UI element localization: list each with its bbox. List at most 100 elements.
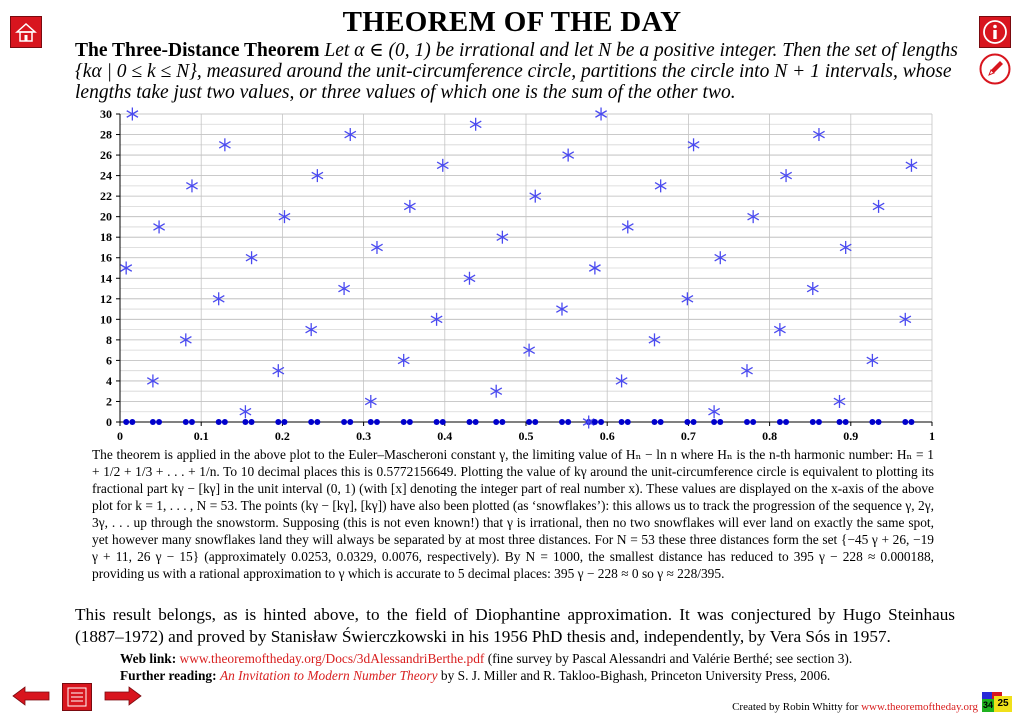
snowflake-point — [153, 220, 166, 234]
x-axis-dot — [406, 419, 413, 425]
x-tick-label: 0.2 — [275, 429, 290, 443]
x-axis-dot — [783, 419, 790, 425]
snowflake-point — [654, 179, 667, 193]
y-tick-label: 4 — [106, 374, 112, 388]
snowflake-point — [364, 394, 377, 408]
x-axis-dot — [472, 419, 479, 425]
snowflake-point — [595, 107, 608, 121]
x-axis-dot — [902, 419, 909, 425]
snowflake-point — [523, 343, 536, 357]
snowflake-point — [833, 394, 846, 408]
x-axis-dot — [532, 419, 539, 425]
snowflake-point — [899, 312, 912, 326]
y-tick-label: 18 — [100, 230, 112, 244]
next-button[interactable] — [104, 686, 142, 706]
x-axis-dot — [836, 419, 843, 425]
y-tick-label: 20 — [100, 210, 112, 224]
snowflake-point — [648, 333, 661, 347]
further-reading-title[interactable]: An Invitation to Modern Number Theory — [219, 668, 438, 683]
snowflake-point — [436, 158, 449, 172]
x-tick-label: 0.6 — [600, 429, 615, 443]
snowflake-point — [813, 128, 825, 142]
x-axis-dot — [129, 419, 136, 425]
y-tick-label: 22 — [100, 189, 112, 203]
x-tick-label: 0.9 — [843, 429, 858, 443]
snowflake-point — [582, 415, 595, 429]
snowflake-point — [344, 128, 357, 142]
edit-button[interactable] — [979, 53, 1011, 85]
footer-credit: Created by Robin Whitty for www.theoremo… — [732, 701, 978, 713]
info-icon — [983, 20, 1007, 44]
snowflake-point — [186, 179, 198, 193]
snowflake-point — [615, 374, 628, 388]
snowflake-point — [621, 220, 634, 234]
snowflake-point — [311, 169, 324, 183]
footer-url[interactable]: www.theoremoftheday.org — [861, 701, 978, 713]
pencil-icon — [979, 53, 1011, 85]
x-axis-dot — [341, 419, 348, 425]
snowflake-point — [773, 323, 786, 337]
x-tick-label: 0.5 — [519, 429, 534, 443]
x-axis-dot — [314, 419, 321, 425]
snowflake-point — [218, 138, 231, 152]
x-axis-dot — [156, 419, 163, 425]
y-tick-label: 14 — [100, 271, 112, 285]
snowflake-point — [120, 261, 133, 275]
x-axis-dot — [618, 419, 625, 425]
y-tick-label: 8 — [106, 333, 112, 347]
snowflake-point — [839, 240, 852, 254]
page-title: THEOREM OF THE DAY — [342, 6, 682, 38]
list-button[interactable] — [62, 683, 92, 711]
snowflake-point — [179, 333, 192, 347]
snowflake-point — [338, 282, 351, 296]
figure-caption: The theorem is applied in the above plot… — [92, 447, 934, 581]
snowflake-point — [562, 148, 575, 162]
closing-paragraph: This result belongs, as is hinted above,… — [75, 605, 955, 646]
further-reading-line: Further reading: An Invitation to Modern… — [120, 667, 830, 684]
snowflake-point — [272, 364, 285, 378]
snowflake-point — [687, 138, 700, 152]
info-button[interactable] — [979, 16, 1011, 48]
snowflake-point — [305, 323, 318, 337]
x-axis-dot — [221, 419, 228, 425]
x-axis-dot — [499, 419, 506, 425]
y-tick-label: 0 — [106, 415, 112, 429]
snowflake-point — [905, 158, 918, 172]
home-button[interactable] — [10, 16, 42, 48]
prev-button[interactable] — [12, 686, 50, 706]
snowflake-point — [588, 261, 601, 275]
snowflake-point — [741, 364, 753, 378]
web-link-line: Web link: www.theoremoftheday.org/Docs/3… — [120, 650, 852, 667]
x-axis-dot — [466, 419, 473, 425]
x-axis-dot — [657, 419, 664, 425]
snowflake-point — [126, 107, 139, 121]
web-link-url[interactable]: www.theoremoftheday.org/Docs/3dAlessandr… — [179, 651, 485, 666]
arrow-right-icon — [104, 686, 142, 706]
y-tick-label: 2 — [106, 394, 112, 408]
x-tick-label: 0 — [117, 429, 123, 443]
x-tick-label: 1 — [929, 429, 935, 443]
badge-right: 25 — [994, 696, 1012, 712]
x-axis-dot — [439, 419, 446, 425]
footer-badge: 34 25 — [982, 692, 1012, 712]
x-axis-dot — [182, 419, 189, 425]
web-link-note: (fine survey by Pascal Alessandri and Va… — [484, 651, 853, 666]
x-axis-dot — [215, 419, 222, 425]
x-axis-dot — [869, 419, 876, 425]
x-axis-dot — [242, 419, 249, 425]
snowflake-point — [708, 405, 721, 419]
snowflake-point — [872, 199, 885, 213]
x-axis-dot — [123, 419, 130, 425]
x-axis-dot — [651, 419, 658, 425]
theorem-name: The Three-Distance Theorem — [75, 40, 320, 61]
arrow-left-icon — [12, 686, 50, 706]
x-axis-dot — [776, 419, 783, 425]
x-axis-dot — [493, 419, 500, 425]
snowflake-point — [430, 312, 443, 326]
further-reading-label: Further reading: — [120, 668, 217, 683]
x-axis-dot — [347, 419, 354, 425]
x-tick-label: 0.4 — [437, 429, 452, 443]
x-axis-dot — [690, 419, 697, 425]
web-link-label: Web link: — [120, 651, 177, 666]
